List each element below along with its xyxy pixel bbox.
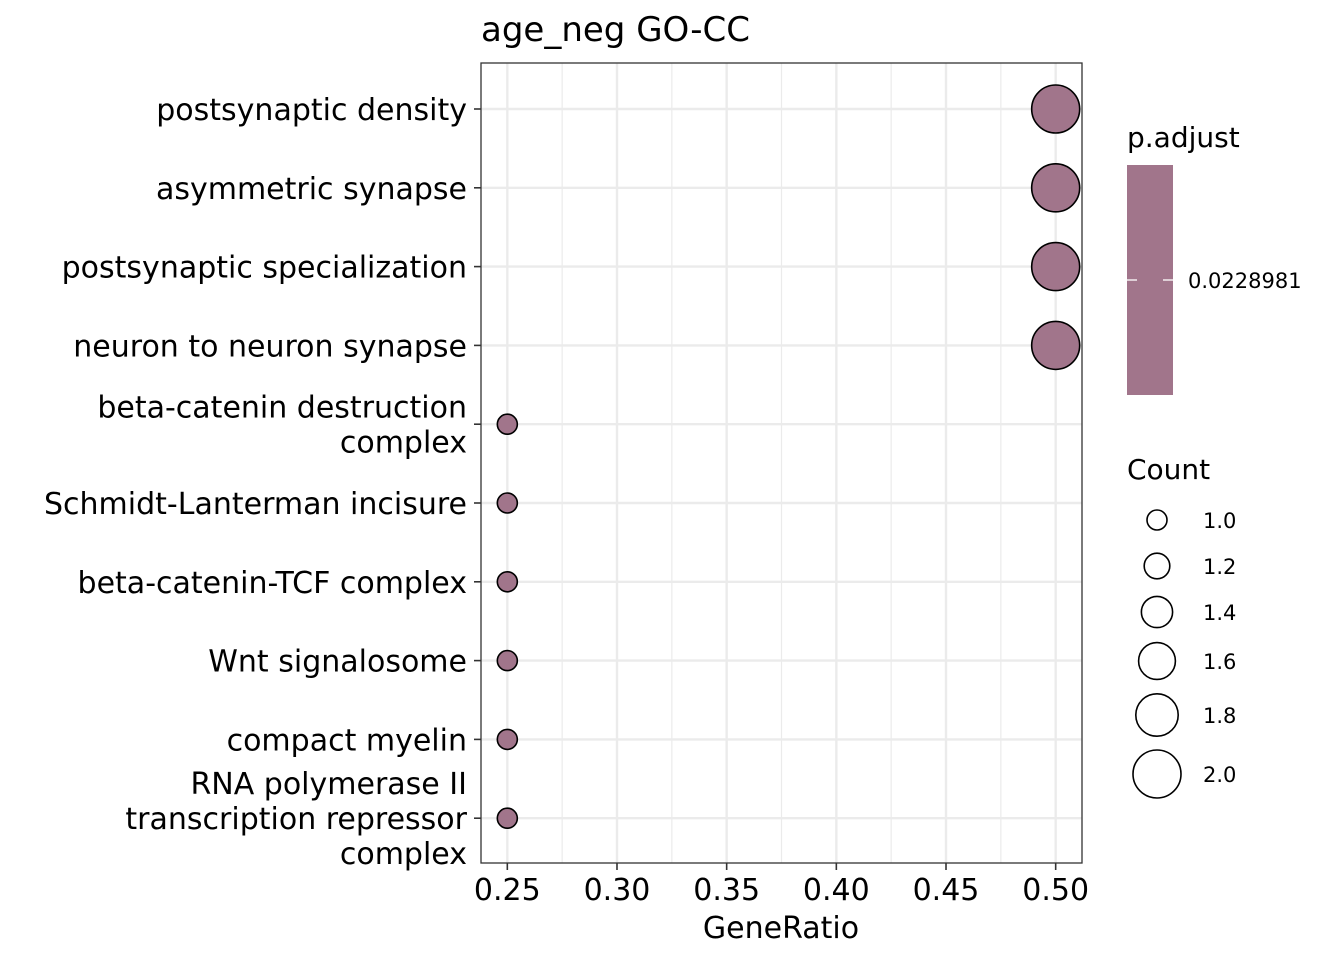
y-axis-label-line: postsynaptic specialization xyxy=(62,251,467,286)
x-axis-tick-label: 0.35 xyxy=(693,873,760,908)
data-point xyxy=(1030,241,1081,292)
y-axis-label-line: neuron to neuron synapse xyxy=(73,329,467,364)
x-axis-tick-label: 0.45 xyxy=(913,873,980,908)
size-legend-label: 2.0 xyxy=(1203,763,1236,787)
x-axis-tick-label: 0.40 xyxy=(803,873,870,908)
data-points xyxy=(496,84,1081,830)
data-point xyxy=(1030,163,1081,213)
y-axis-label-line: beta-catenin-TCF complex xyxy=(78,566,467,601)
size-legend-key xyxy=(1143,552,1171,580)
data-point xyxy=(496,570,519,593)
x-axis-title: GeneRatio xyxy=(703,911,859,946)
y-axis-label-line: complex xyxy=(340,426,467,461)
y-axis-category-label: postsynaptic density xyxy=(156,93,467,128)
y-axis-category-label: Wnt signalosome xyxy=(208,645,467,680)
size-legend-key xyxy=(1135,692,1180,737)
y-axis-label-line: transcription repressor xyxy=(125,802,467,837)
y-axis-label-line: complex xyxy=(340,837,467,872)
data-point xyxy=(496,413,519,436)
data-point xyxy=(496,807,519,830)
y-axis-category-label: neuron to neuron synapse xyxy=(73,329,467,364)
size-legend-label: 1.2 xyxy=(1203,555,1236,579)
size-legend-title: Count xyxy=(1127,453,1210,486)
y-axis-category-labels: postsynaptic density asymmetric synapse po… xyxy=(44,93,481,872)
size-legend-label: 1.4 xyxy=(1203,601,1236,625)
data-point xyxy=(496,649,519,672)
y-axis-label-line: postsynaptic density xyxy=(156,93,467,128)
panel-border xyxy=(480,62,1083,864)
x-axis-tick-label: 0.30 xyxy=(584,873,651,908)
y-axis-category-label: compact myelin xyxy=(227,723,467,758)
size-legend-key xyxy=(1140,595,1174,629)
color-legend-title: p.adjust xyxy=(1127,121,1240,154)
y-axis-label-line: RNA polymerase II xyxy=(190,767,467,802)
data-point xyxy=(496,728,519,751)
y-axis-label-line: asymmetric synapse xyxy=(156,172,467,207)
y-axis-label-line: Wnt signalosome xyxy=(208,645,467,680)
chart-title: age_neg GO-CC xyxy=(481,10,750,50)
y-axis-label-line: Schmidt-Lanterman incisure xyxy=(44,487,467,522)
size-legend: Count 1.0 1.2 1.4 1.6 1.8 2.0 xyxy=(1127,453,1236,799)
size-legend-label: 1.6 xyxy=(1203,650,1236,674)
size-legend-key xyxy=(1132,749,1182,799)
x-axis-tick-label: 0.25 xyxy=(474,873,541,908)
y-axis-category-label: RNA polymerase II transcription repressor… xyxy=(125,767,467,872)
color-legend-label: 0.0228981 xyxy=(1188,269,1302,293)
y-axis-category-label: asymmetric synapse xyxy=(156,172,467,207)
size-legend-key xyxy=(1146,509,1168,531)
y-axis-category-label: beta-catenin-TCF complex xyxy=(78,566,467,601)
data-point xyxy=(496,492,519,514)
y-axis-label-line: compact myelin xyxy=(227,723,467,758)
y-axis-category-label: Schmidt-Lanterman incisure xyxy=(44,487,467,522)
data-point xyxy=(1030,320,1081,371)
y-axis-category-label: beta-catenin destruction complex xyxy=(97,391,467,461)
y-axis-label-line: beta-catenin destruction xyxy=(97,391,467,426)
x-axis-tick-labels: 0.25 0.30 0.35 0.40 0.45 0.50 xyxy=(474,863,1089,908)
x-axis-tick-label: 0.50 xyxy=(1022,873,1089,908)
size-legend-key xyxy=(1137,641,1177,681)
y-axis-category-label: postsynaptic specialization xyxy=(62,251,467,286)
size-legend-label: 1.8 xyxy=(1203,704,1236,728)
size-legend-label: 1.0 xyxy=(1203,509,1236,533)
grid-lines xyxy=(481,63,1082,863)
data-point xyxy=(1030,84,1081,134)
color-legend: p.adjust 0.0228981 xyxy=(1127,121,1302,395)
